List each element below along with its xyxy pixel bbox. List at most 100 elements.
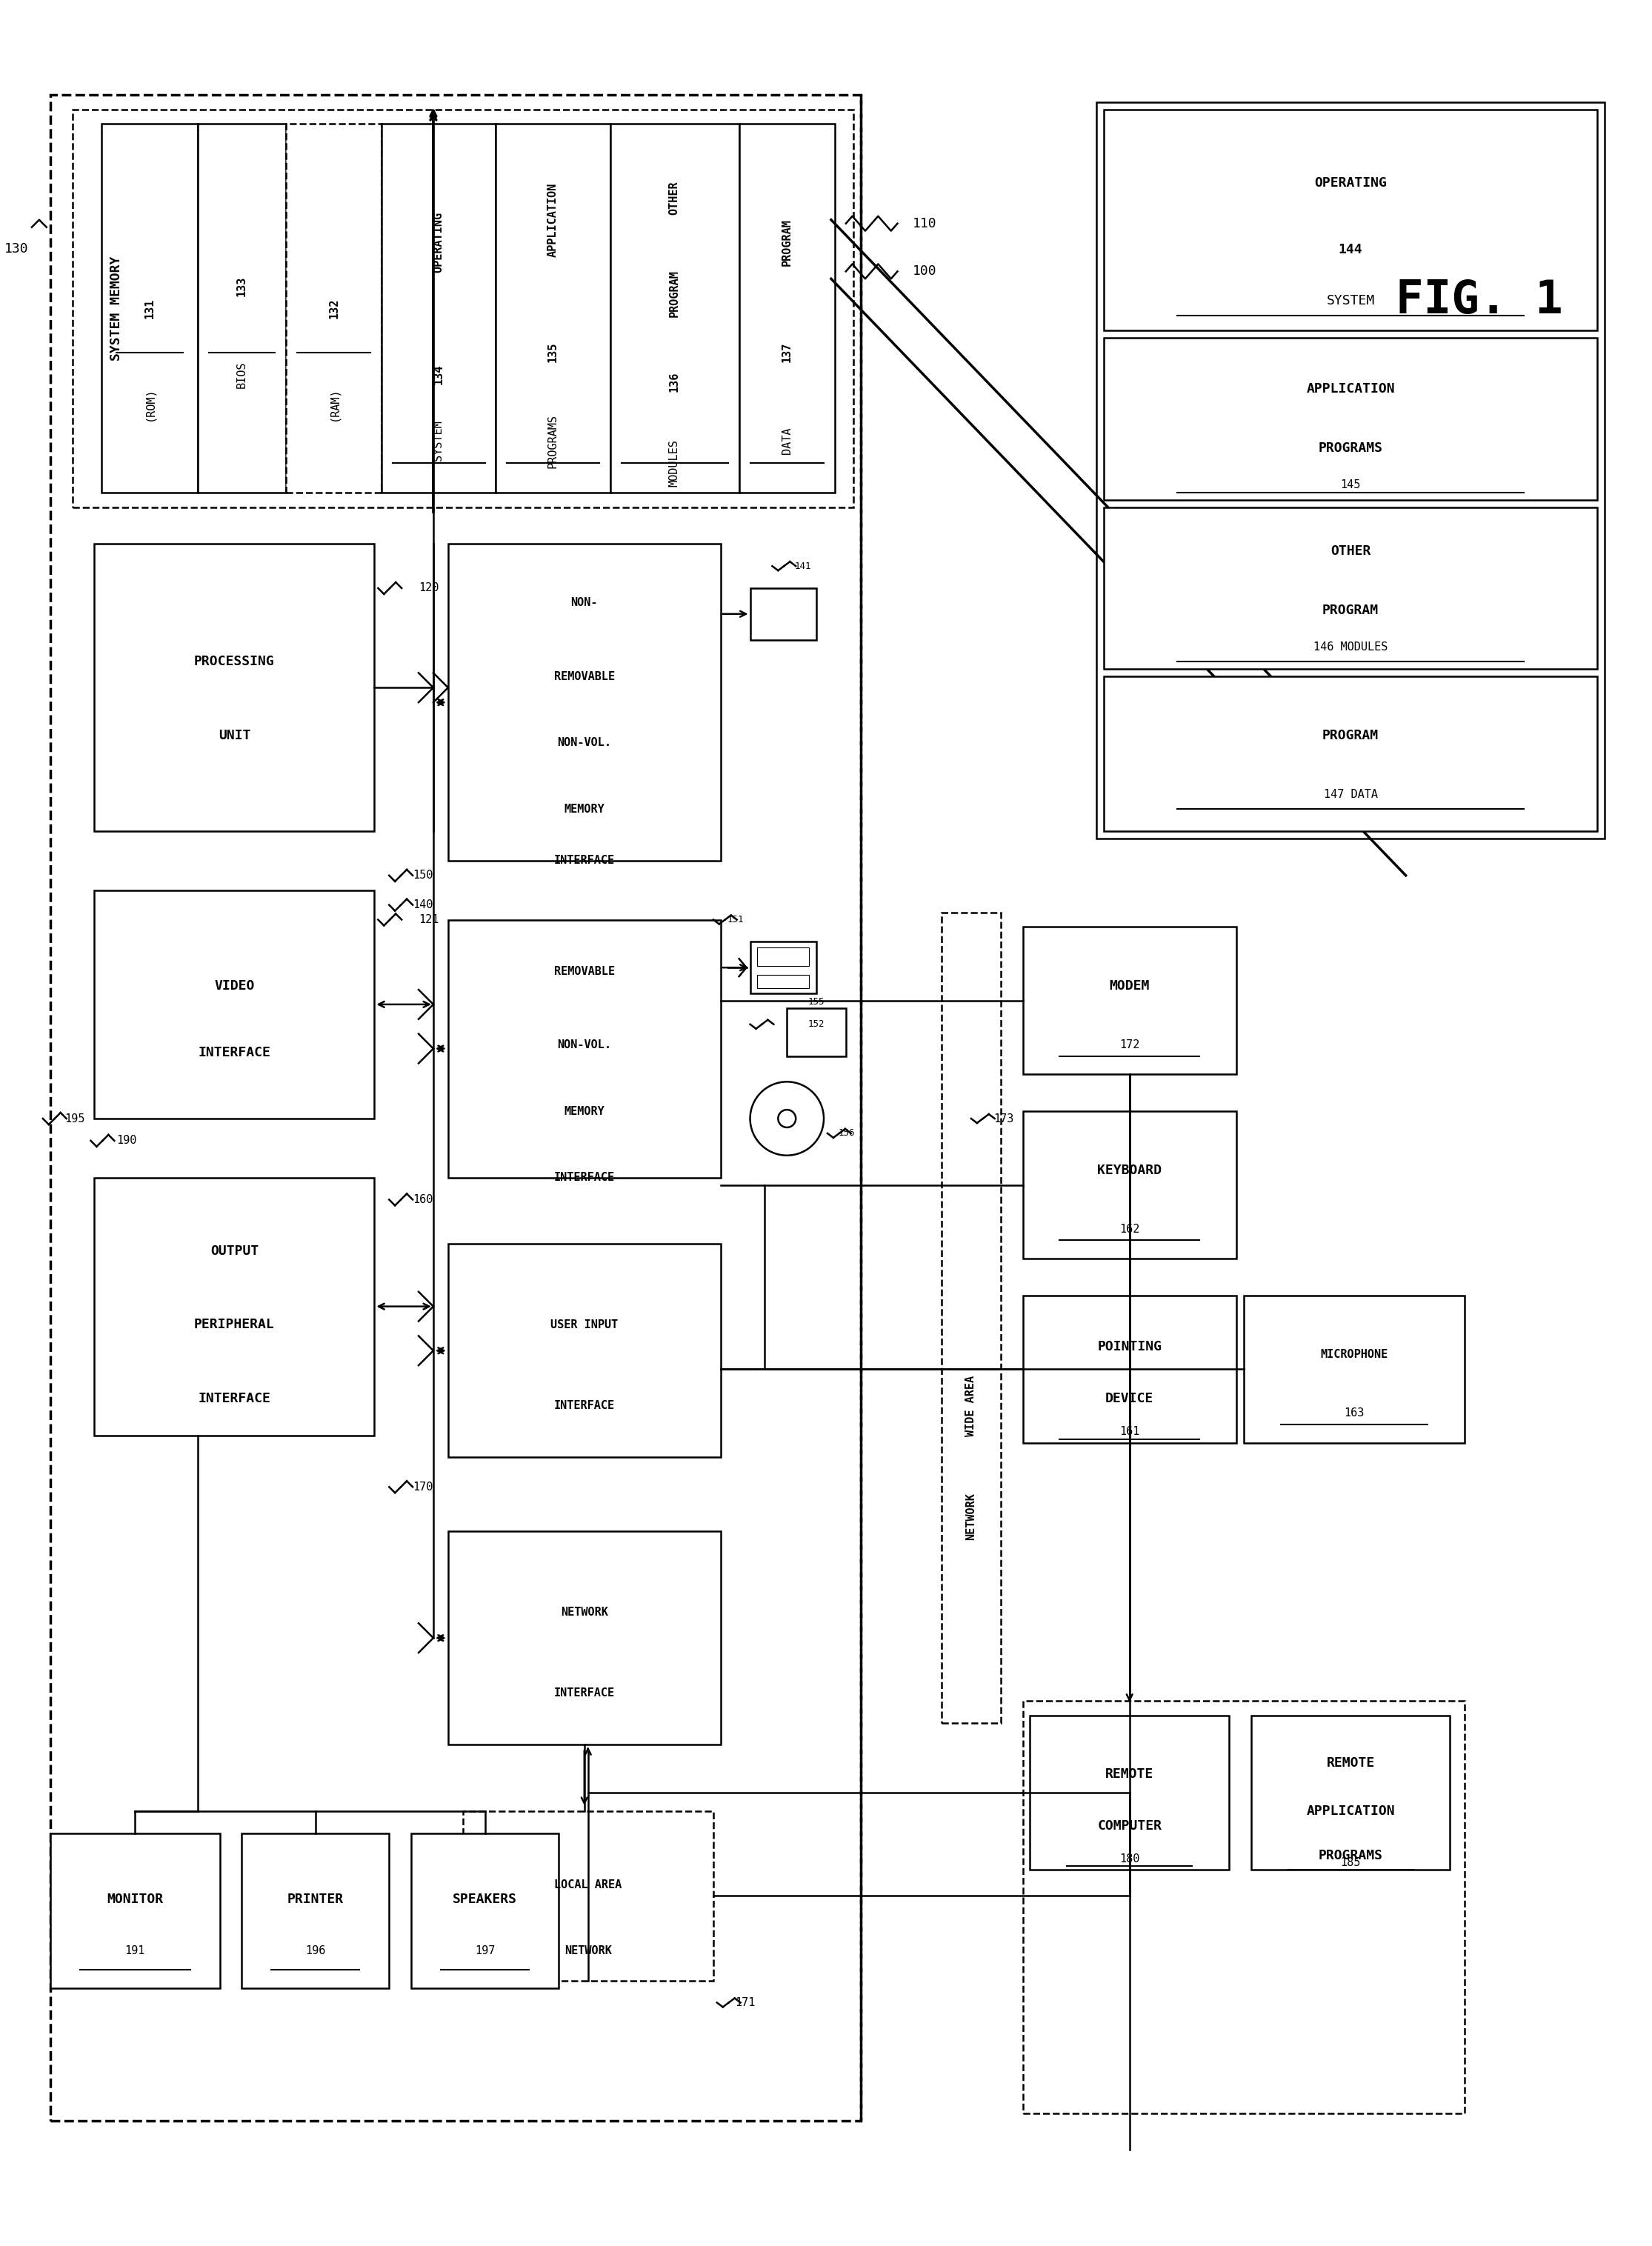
Text: REMOVABLE: REMOVABLE <box>553 672 615 683</box>
Text: OUTPUT: OUTPUT <box>210 1244 259 1258</box>
Text: SYSTEM: SYSTEM <box>1327 294 1374 308</box>
Text: 156: 156 <box>839 1127 856 1139</box>
Text: VIDEO: VIDEO <box>215 979 254 993</box>
Text: SYSTEM: SYSTEM <box>433 420 444 460</box>
Text: 146 MODULES: 146 MODULES <box>1313 642 1388 654</box>
Text: MODEM: MODEM <box>1110 979 1150 993</box>
Bar <box>448 919 720 1177</box>
Text: 100: 100 <box>912 265 937 279</box>
Text: INTERFACE: INTERFACE <box>198 1047 271 1058</box>
Bar <box>786 1008 846 1056</box>
Bar <box>1104 676 1597 831</box>
Text: MONITOR: MONITOR <box>107 1893 164 1907</box>
Text: APPLICATION: APPLICATION <box>1307 382 1394 395</box>
Text: 137: 137 <box>781 341 793 362</box>
Text: LOCAL AREA: LOCAL AREA <box>553 1880 621 1891</box>
Bar <box>102 124 198 492</box>
Text: NON-VOL.: NON-VOL. <box>557 1040 611 1051</box>
Text: 196: 196 <box>306 1945 325 1956</box>
Bar <box>610 124 738 492</box>
Bar <box>448 1244 720 1458</box>
Bar <box>758 975 809 988</box>
Text: APPLICATION: APPLICATION <box>1307 1804 1394 1817</box>
Text: 173: 173 <box>993 1114 1014 1125</box>
Text: PROGRAM: PROGRAM <box>1322 604 1379 618</box>
Text: 152: 152 <box>808 1020 824 1029</box>
Text: 155: 155 <box>808 997 824 1006</box>
Text: PROGRAM: PROGRAM <box>781 218 793 265</box>
Text: 191: 191 <box>126 1945 145 1956</box>
Text: INTERFACE: INTERFACE <box>553 1172 615 1184</box>
Text: PROGRAM: PROGRAM <box>669 270 679 317</box>
Text: PROCESSING: PROCESSING <box>195 656 274 669</box>
Text: 195: 195 <box>64 1114 86 1125</box>
Text: NETWORK: NETWORK <box>565 1945 611 1956</box>
Bar <box>1023 928 1236 1074</box>
Text: REMOVABLE: REMOVABLE <box>553 966 615 977</box>
Bar <box>448 1532 720 1745</box>
Bar <box>1104 508 1597 669</box>
Text: REMOTE: REMOTE <box>1327 1756 1374 1770</box>
Text: WIDE AREA: WIDE AREA <box>965 1375 976 1435</box>
Text: UNIT: UNIT <box>218 730 251 741</box>
Text: PROGRAM: PROGRAM <box>1322 730 1379 741</box>
Text: 140: 140 <box>413 898 433 910</box>
Bar <box>758 948 809 966</box>
Bar <box>198 124 286 492</box>
Text: 120: 120 <box>418 582 439 593</box>
Bar <box>1031 1716 1229 1871</box>
Text: REMOTE: REMOTE <box>1105 1768 1153 1781</box>
Text: 110: 110 <box>912 218 937 229</box>
Text: MODULES: MODULES <box>669 440 679 487</box>
Text: 170: 170 <box>413 1482 433 1494</box>
Bar <box>94 544 375 831</box>
Text: BIOS: BIOS <box>236 362 248 389</box>
Text: 131: 131 <box>144 299 155 319</box>
Bar <box>94 1177 375 1435</box>
Text: PERIPHERAL: PERIPHERAL <box>195 1318 274 1332</box>
Text: NON-: NON- <box>572 597 598 609</box>
Text: KEYBOARD: KEYBOARD <box>1097 1163 1161 1177</box>
Text: MEMORY: MEMORY <box>563 804 605 815</box>
Text: 141: 141 <box>795 562 811 570</box>
Text: POINTING: POINTING <box>1097 1341 1161 1354</box>
Text: 172: 172 <box>1120 1040 1140 1051</box>
Text: 160: 160 <box>413 1195 433 1206</box>
Bar <box>241 1833 390 1988</box>
Bar <box>50 94 861 2120</box>
Text: 151: 151 <box>727 914 743 925</box>
Bar <box>750 941 816 993</box>
Text: 147 DATA: 147 DATA <box>1323 788 1378 800</box>
Text: INTERFACE: INTERFACE <box>553 1687 615 1698</box>
Text: INTERFACE: INTERFACE <box>553 1399 615 1410</box>
Text: PRINTER: PRINTER <box>287 1893 344 1907</box>
Bar <box>1023 1700 1465 2113</box>
Text: PROGRAMS: PROGRAMS <box>547 413 558 467</box>
Bar <box>496 124 610 492</box>
Bar <box>942 912 1001 1723</box>
Bar <box>73 110 852 508</box>
Text: 180: 180 <box>1120 1853 1140 1864</box>
Text: 163: 163 <box>1345 1408 1365 1419</box>
Text: COMPUTER: COMPUTER <box>1097 1819 1161 1833</box>
Text: MEMORY: MEMORY <box>563 1105 605 1116</box>
Text: 136: 136 <box>669 373 679 393</box>
Text: NETWORK: NETWORK <box>560 1606 608 1617</box>
Bar <box>750 588 816 640</box>
Text: 185: 185 <box>1340 1857 1361 1869</box>
Bar <box>286 124 382 492</box>
Text: 161: 161 <box>1120 1426 1140 1437</box>
Text: 145: 145 <box>1340 478 1361 490</box>
Text: 162: 162 <box>1120 1224 1140 1235</box>
Text: (ROM): (ROM) <box>144 386 155 420</box>
Text: 133: 133 <box>236 276 248 296</box>
Text: 134: 134 <box>433 364 444 384</box>
Text: NON-VOL.: NON-VOL. <box>557 737 611 748</box>
Text: 135: 135 <box>547 341 558 362</box>
Text: OPERATING: OPERATING <box>433 211 444 272</box>
Text: 121: 121 <box>418 914 439 925</box>
Text: 197: 197 <box>474 1945 496 1956</box>
Text: FIG. 1: FIG. 1 <box>1396 279 1563 323</box>
Bar <box>411 1833 558 1988</box>
Text: (RAM): (RAM) <box>329 386 339 420</box>
